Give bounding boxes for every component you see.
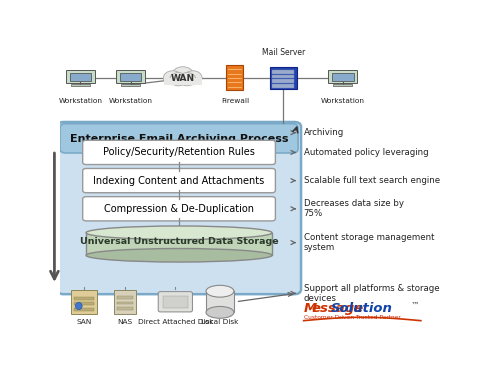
Text: Automated policy leveraging: Automated policy leveraging bbox=[304, 148, 428, 157]
FancyBboxPatch shape bbox=[332, 74, 354, 81]
FancyBboxPatch shape bbox=[272, 75, 294, 78]
FancyBboxPatch shape bbox=[83, 197, 276, 221]
Ellipse shape bbox=[86, 249, 272, 262]
Text: Enterprise Email Archiving Process: Enterprise Email Archiving Process bbox=[70, 134, 288, 143]
Text: Scalable full text search engine: Scalable full text search engine bbox=[304, 176, 440, 185]
Circle shape bbox=[184, 71, 202, 85]
Text: WAN: WAN bbox=[171, 74, 195, 83]
Text: Compression & De-Duplication: Compression & De-Duplication bbox=[104, 204, 254, 214]
FancyBboxPatch shape bbox=[121, 84, 141, 86]
FancyBboxPatch shape bbox=[66, 70, 95, 83]
Text: NAS: NAS bbox=[118, 319, 132, 325]
FancyBboxPatch shape bbox=[116, 70, 145, 83]
Text: Policy/Security/Retention Rules: Policy/Security/Retention Rules bbox=[103, 147, 255, 157]
FancyBboxPatch shape bbox=[117, 307, 133, 310]
Ellipse shape bbox=[86, 226, 272, 239]
Text: Support all platforms & storage
devices: Support all platforms & storage devices bbox=[304, 284, 439, 303]
FancyBboxPatch shape bbox=[72, 290, 97, 314]
Circle shape bbox=[179, 72, 196, 86]
Text: M: M bbox=[304, 302, 317, 315]
Text: Firewall: Firewall bbox=[221, 98, 249, 104]
FancyBboxPatch shape bbox=[163, 296, 188, 308]
Text: SAN: SAN bbox=[76, 319, 92, 325]
FancyBboxPatch shape bbox=[86, 233, 272, 255]
Circle shape bbox=[170, 72, 187, 86]
FancyBboxPatch shape bbox=[83, 168, 276, 193]
Text: Local Disk: Local Disk bbox=[201, 319, 239, 325]
FancyBboxPatch shape bbox=[74, 297, 94, 299]
FancyBboxPatch shape bbox=[120, 74, 142, 81]
FancyBboxPatch shape bbox=[270, 67, 297, 89]
Text: Indexing Content and Attachments: Indexing Content and Attachments bbox=[94, 176, 264, 186]
Text: Content storage management
system: Content storage management system bbox=[304, 233, 434, 252]
Text: Direct Attached Disk: Direct Attached Disk bbox=[138, 319, 213, 325]
Text: Solution: Solution bbox=[330, 302, 392, 315]
Circle shape bbox=[172, 67, 193, 83]
Text: ™: ™ bbox=[410, 301, 419, 310]
FancyBboxPatch shape bbox=[83, 140, 276, 165]
FancyBboxPatch shape bbox=[158, 292, 192, 312]
Text: Workstation: Workstation bbox=[108, 98, 153, 104]
Circle shape bbox=[163, 71, 182, 85]
FancyBboxPatch shape bbox=[74, 302, 94, 305]
FancyBboxPatch shape bbox=[117, 302, 133, 304]
Ellipse shape bbox=[75, 302, 82, 310]
Ellipse shape bbox=[206, 285, 234, 297]
Ellipse shape bbox=[206, 306, 234, 318]
FancyBboxPatch shape bbox=[272, 70, 294, 74]
FancyBboxPatch shape bbox=[333, 84, 352, 86]
FancyBboxPatch shape bbox=[117, 296, 133, 299]
FancyBboxPatch shape bbox=[328, 70, 357, 83]
FancyBboxPatch shape bbox=[57, 122, 301, 294]
Text: Workstation: Workstation bbox=[59, 98, 102, 104]
Text: Decreases data size by
75%: Decreases data size by 75% bbox=[304, 199, 404, 219]
Text: Workstation: Workstation bbox=[321, 98, 365, 104]
FancyBboxPatch shape bbox=[71, 84, 90, 86]
FancyBboxPatch shape bbox=[70, 74, 91, 81]
Text: Mail Server: Mail Server bbox=[262, 48, 305, 57]
FancyBboxPatch shape bbox=[164, 78, 202, 85]
Text: essage: essage bbox=[312, 302, 364, 315]
Text: Universal Unstructured Data Storage: Universal Unstructured Data Storage bbox=[80, 237, 278, 246]
Text: Customer Driven Trusted Partner: Customer Driven Trusted Partner bbox=[304, 315, 400, 320]
FancyBboxPatch shape bbox=[114, 290, 136, 314]
FancyBboxPatch shape bbox=[226, 65, 243, 90]
FancyBboxPatch shape bbox=[60, 124, 298, 153]
FancyBboxPatch shape bbox=[206, 291, 234, 312]
Text: Archiving: Archiving bbox=[304, 128, 344, 137]
FancyBboxPatch shape bbox=[272, 79, 294, 83]
FancyBboxPatch shape bbox=[74, 308, 94, 311]
FancyBboxPatch shape bbox=[272, 84, 294, 87]
